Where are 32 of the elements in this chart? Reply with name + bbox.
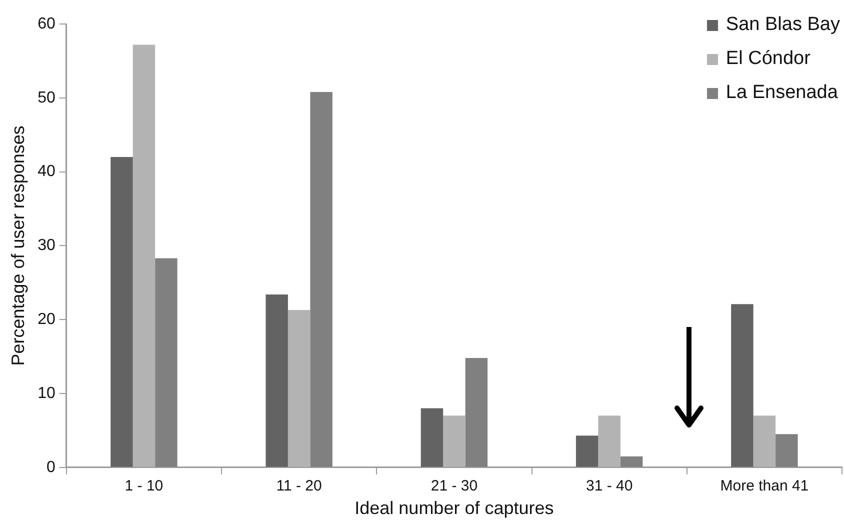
bar (266, 294, 288, 467)
y-tick-label: 40 (38, 163, 56, 180)
bar (465, 358, 488, 467)
legend-label: San Blas Bay (726, 14, 840, 36)
bar (310, 92, 332, 467)
bar (420, 408, 444, 467)
bar (132, 44, 156, 467)
x-tick-label: 11 - 20 (276, 478, 322, 495)
bar (776, 434, 798, 467)
x-tick-label: 21 - 30 (430, 478, 478, 495)
y-tick-label: 50 (38, 89, 56, 106)
y-tick-label: 60 (38, 15, 56, 32)
bar (731, 304, 754, 467)
y-tick-label: 10 (38, 384, 56, 402)
bar (598, 416, 620, 467)
x-tick-label: More than 41 (720, 478, 809, 495)
legend-label: La Ensenada (726, 82, 838, 104)
bar (620, 456, 643, 467)
y-tick-label: 0 (46, 458, 56, 476)
y-tick-label: 30 (38, 237, 56, 254)
y-tick-label: 20 (38, 311, 56, 328)
y-axis-title: Percentage of user responses (8, 126, 28, 366)
x-tick-label: 31 - 40 (586, 478, 633, 495)
bar (443, 416, 466, 467)
bar (110, 157, 133, 467)
bar (753, 416, 776, 467)
legend-label: El Cóndor (726, 48, 810, 70)
bar (576, 436, 598, 467)
x-tick-label: 1 - 10 (124, 478, 164, 495)
x-axis-title: Ideal number of captures (354, 498, 554, 518)
bar (288, 310, 310, 467)
bar (155, 258, 178, 467)
